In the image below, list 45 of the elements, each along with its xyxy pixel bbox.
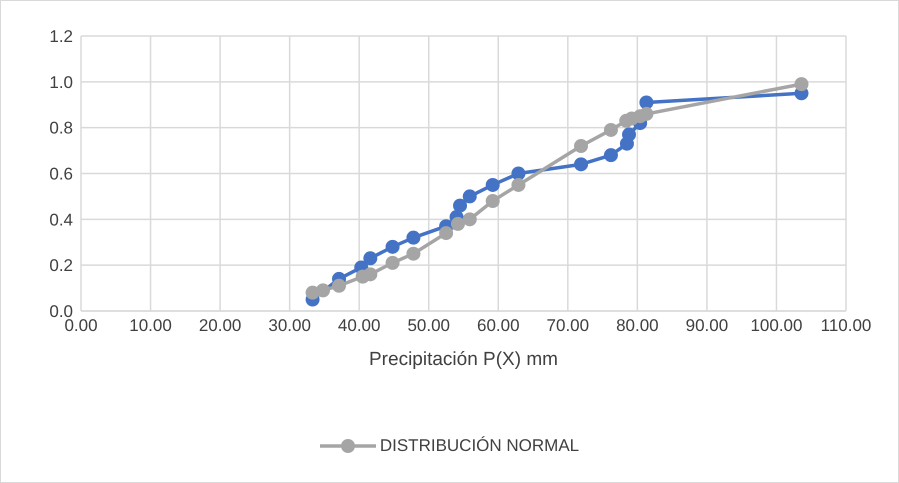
x-axis-title: Precipitación P(X) mm — [369, 349, 558, 370]
point — [450, 216, 465, 231]
point — [363, 251, 378, 266]
point — [639, 95, 654, 110]
point — [406, 246, 420, 261]
point — [604, 148, 618, 162]
x-tick-label: 50.00 — [407, 316, 450, 336]
y-tick-label: 0.8 — [49, 118, 73, 138]
y-tick-label: 0.2 — [49, 256, 73, 276]
x-tick-label: 30.00 — [268, 316, 311, 336]
point — [574, 139, 588, 153]
y-tick-label: 0.6 — [49, 164, 73, 184]
point — [439, 226, 454, 240]
x-tick-label: 40.00 — [338, 316, 380, 336]
x-tick-label: 10.00 — [129, 316, 172, 336]
point — [574, 157, 588, 172]
point — [462, 189, 477, 204]
point — [386, 240, 400, 254]
point — [511, 166, 526, 180]
y-tick-label: 1.2 — [49, 27, 73, 46]
x-tick-label: 110.00 — [820, 316, 872, 336]
x-tick-label: 90.00 — [686, 316, 728, 336]
point — [462, 212, 477, 226]
point — [316, 283, 330, 298]
point — [332, 278, 346, 293]
point — [486, 194, 500, 208]
legend-label: DISTRIBUCIÓN NORMAL — [380, 436, 580, 456]
point — [386, 256, 400, 270]
point — [486, 178, 500, 192]
x-tick-label: 80.00 — [616, 316, 659, 336]
x-tick-label: 0.00 — [64, 316, 98, 336]
x-tick-label: 100.00 — [750, 316, 802, 336]
y-tick-label: 0.4 — [49, 210, 73, 230]
x-tick-label: 70.00 — [546, 316, 590, 336]
point — [363, 267, 378, 282]
point — [622, 128, 636, 142]
point — [604, 122, 618, 137]
point — [406, 230, 420, 245]
y-tick-label: 1.0 — [49, 72, 73, 92]
x-tick-label: 20.00 — [198, 316, 242, 336]
point — [639, 106, 654, 121]
point — [511, 178, 526, 192]
x-tick-label: 60.00 — [477, 316, 520, 336]
point — [794, 77, 808, 92]
point — [453, 198, 468, 213]
